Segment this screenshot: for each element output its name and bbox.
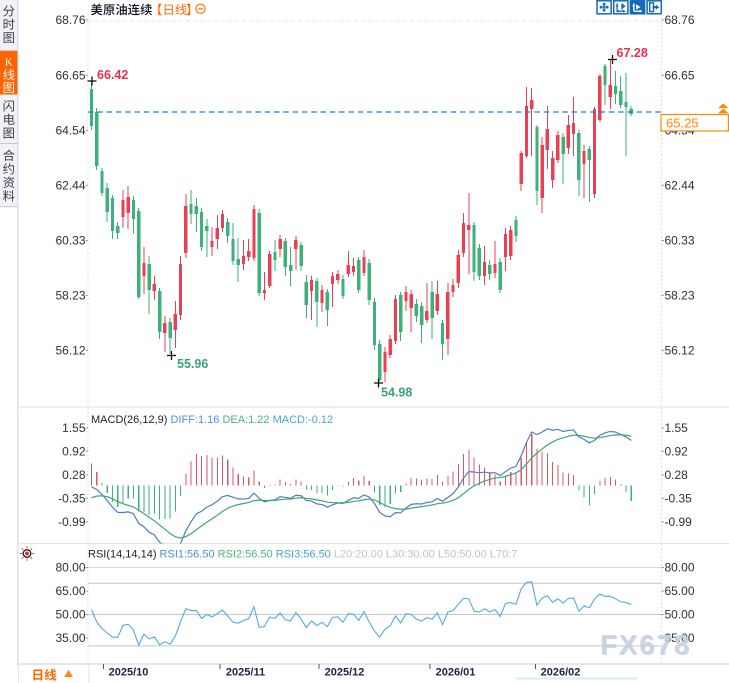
- svg-text:80.00: 80.00: [665, 561, 695, 575]
- svg-text:FX678: FX678: [600, 629, 691, 660]
- svg-text:50.00: 50.00: [665, 608, 695, 622]
- svg-text:FX678: FX678: [601, 630, 692, 661]
- svg-text:55.96: 55.96: [177, 357, 208, 371]
- svg-text:0.92: 0.92: [62, 445, 86, 459]
- svg-text:80.00: 80.00: [55, 561, 85, 575]
- svg-text:65.00: 65.00: [665, 584, 695, 598]
- svg-text:2026/01: 2026/01: [436, 667, 476, 679]
- svg-text:MACD(26,12,9) DIFF:1.16 DEA:1: MACD(26,12,9) DIFF:1.16 DEA:1.22 MACD:-0…: [91, 414, 333, 426]
- svg-text:64.54: 64.54: [55, 124, 85, 138]
- svg-text:68.76: 68.76: [665, 13, 695, 27]
- svg-text:56.12: 56.12: [665, 344, 695, 358]
- svg-text:2026/02: 2026/02: [541, 667, 581, 679]
- svg-text:66.65: 66.65: [55, 68, 85, 82]
- svg-text:62.44: 62.44: [665, 178, 695, 192]
- svg-text:65.00: 65.00: [55, 584, 85, 598]
- svg-text:-0.35: -0.35: [58, 492, 86, 506]
- svg-text:35.00: 35.00: [665, 631, 695, 645]
- svg-text:2025/10: 2025/10: [109, 667, 149, 679]
- svg-text:50.00: 50.00: [55, 608, 85, 622]
- svg-text:0.92: 0.92: [665, 445, 689, 459]
- svg-text:0.28: 0.28: [665, 468, 689, 482]
- svg-text:0.28: 0.28: [62, 468, 86, 482]
- svg-text:68.76: 68.76: [55, 13, 85, 27]
- svg-text:66.65: 66.65: [665, 68, 695, 82]
- svg-text:-0.35: -0.35: [665, 492, 693, 506]
- svg-text:-0.99: -0.99: [665, 515, 693, 529]
- svg-text:62.44: 62.44: [55, 178, 85, 192]
- svg-text:-0.99: -0.99: [58, 515, 86, 529]
- svg-text:35.00: 35.00: [55, 631, 85, 645]
- svg-text:1.55: 1.55: [665, 421, 689, 435]
- svg-text:56.12: 56.12: [55, 344, 85, 358]
- svg-text:58.23: 58.23: [55, 289, 85, 303]
- svg-text:65.25: 65.25: [666, 116, 699, 131]
- svg-text:67.28: 67.28: [617, 46, 648, 60]
- svg-text:60.33: 60.33: [665, 234, 695, 248]
- svg-text:RSI(14,14,14) RSI1:56.50 RSI2: RSI(14,14,14) RSI1:56.50 RSI2:56.50 RSI3…: [88, 549, 517, 561]
- svg-text:2025/12: 2025/12: [325, 667, 365, 679]
- svg-text:1.55: 1.55: [62, 421, 86, 435]
- svg-text:60.33: 60.33: [55, 234, 85, 248]
- svg-text:58.23: 58.23: [665, 289, 695, 303]
- svg-text:K: K: [5, 56, 13, 68]
- svg-text:2025/11: 2025/11: [226, 667, 265, 679]
- svg-text:54.98: 54.98: [381, 386, 412, 400]
- svg-text:66.42: 66.42: [97, 68, 128, 82]
